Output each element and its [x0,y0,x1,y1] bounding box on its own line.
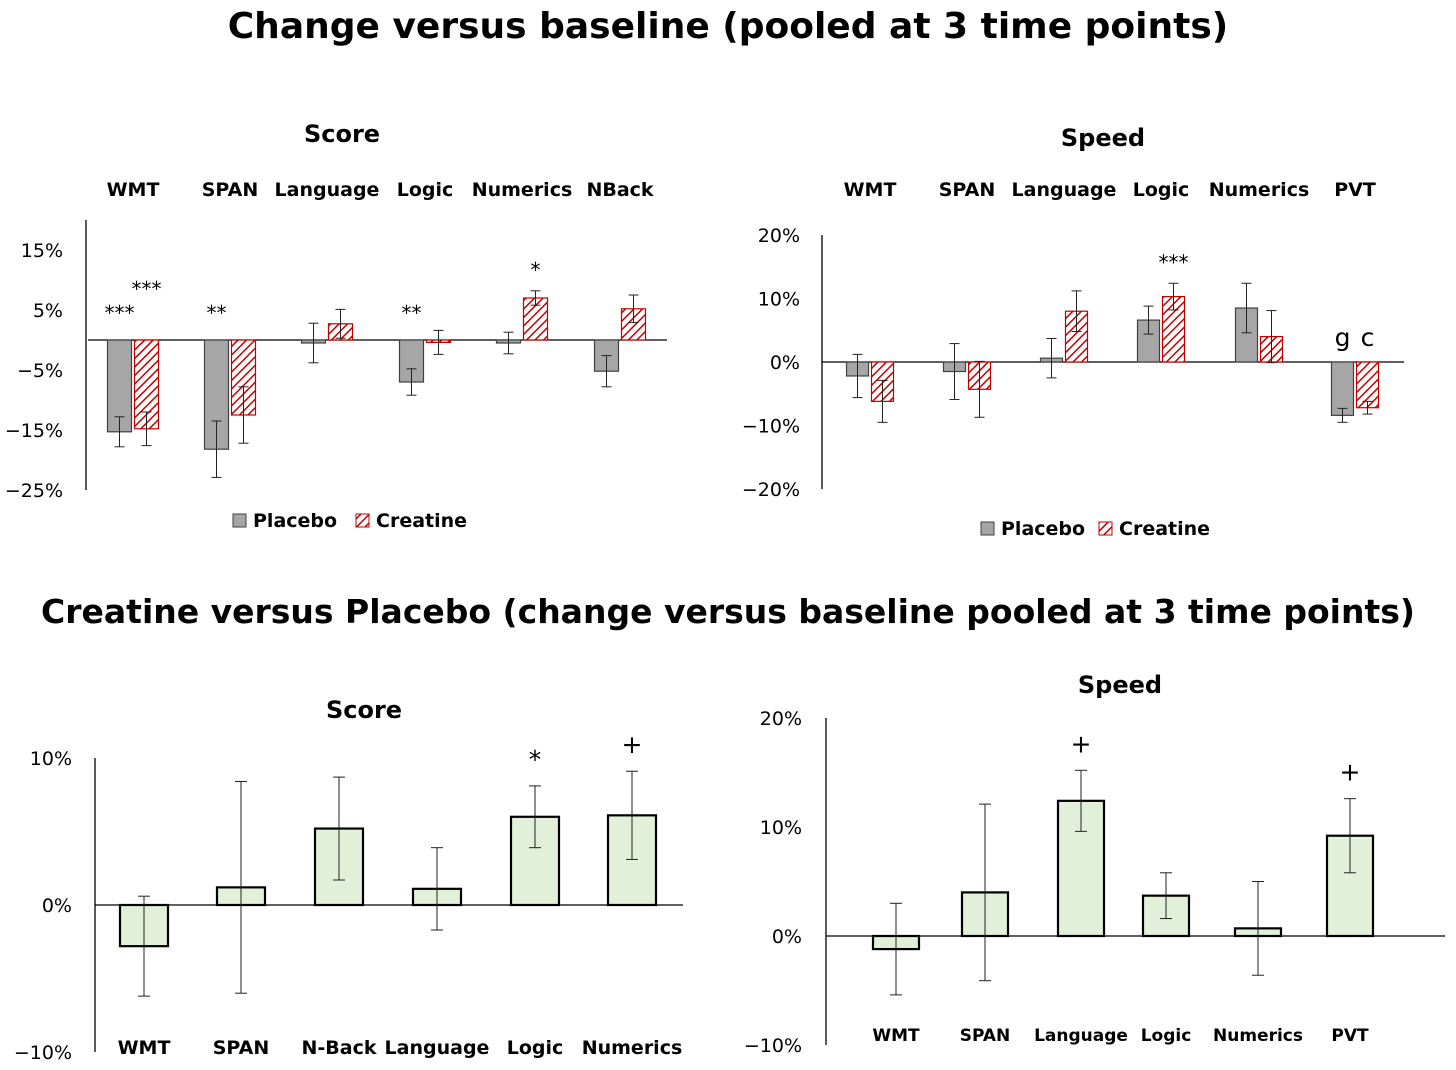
chart-title: Speed [1078,671,1162,699]
chart-title: Score [304,120,380,148]
legend-swatch [1098,521,1113,536]
significance-label: c [1361,323,1375,352]
y-tick-label: −10% [742,416,800,438]
legend-swatch [232,513,247,528]
category-label: Language [275,179,380,201]
y-tick-label: 10% [760,817,802,839]
category-label: WMT [118,1037,171,1059]
legend-label: Creatine [376,510,467,532]
category-label: N-Back [302,1037,377,1059]
category-label: Numerics [1213,1026,1303,1046]
y-tick-label: 0% [770,352,800,374]
y-tick-label: 20% [758,225,800,247]
category-label: Numerics [472,179,573,201]
y-tick-label: −20% [742,479,800,501]
category-label: WMT [844,179,897,201]
significance-label: + [622,730,643,759]
significance-label: + [1340,758,1361,787]
y-tick-label: 10% [30,748,72,770]
category-label: SPAN [213,1037,269,1059]
significance-label: * [529,745,542,774]
y-tick-label: 0% [772,926,802,948]
significance-label: *** [132,277,162,301]
legend-label: Creatine [1119,518,1210,540]
y-tick-label: 0% [42,895,72,917]
significance-label: + [1071,729,1092,758]
y-tick-label: −10% [744,1035,802,1057]
category-label: Language [385,1037,490,1059]
category-label: Language [1034,1026,1128,1046]
category-label: Numerics [1209,179,1310,201]
y-tick-label: 15% [21,240,63,262]
significance-label: *** [1159,250,1189,274]
category-label: Logic [1141,1026,1192,1046]
main-title-top: Change versus baseline (pooled at 3 time… [227,6,1229,47]
category-label: NBack [586,179,653,201]
category-label: SPAN [939,179,995,201]
category-label: WMT [107,179,160,201]
y-tick-label: 20% [760,708,802,730]
category-label: WMT [872,1026,920,1046]
category-label: Language [1012,179,1117,201]
significance-label: *** [105,301,135,325]
placebo-bar [203,339,230,450]
chart-title: Score [326,696,402,724]
category-label: Logic [507,1037,564,1059]
significance-label: ** [207,301,227,325]
legend-label: Placebo [253,510,337,532]
significance-label: ** [402,301,422,325]
y-tick-label: −15% [5,420,63,442]
main-title-bottom: Creatine versus Placebo (change versus b… [41,592,1415,631]
category-label: SPAN [960,1026,1011,1046]
y-tick-label: −10% [14,1042,72,1064]
category-label: Numerics [582,1037,683,1059]
category-label: Logic [1133,179,1190,201]
category-label: Logic [397,179,454,201]
y-tick-label: −25% [5,480,63,502]
category-label: SPAN [202,179,258,201]
significance-label: * [531,258,541,282]
legend-swatch [980,521,995,536]
category-label: PVT [1331,1026,1369,1046]
legend-label: Placebo [1001,518,1085,540]
y-tick-label: 5% [33,300,63,322]
category-label: PVT [1334,179,1376,201]
legend-swatch [355,513,370,528]
y-tick-label: −5% [17,360,63,382]
y-tick-label: 10% [758,289,800,311]
chart-title: Speed [1061,124,1145,152]
significance-label: g [1335,323,1351,352]
